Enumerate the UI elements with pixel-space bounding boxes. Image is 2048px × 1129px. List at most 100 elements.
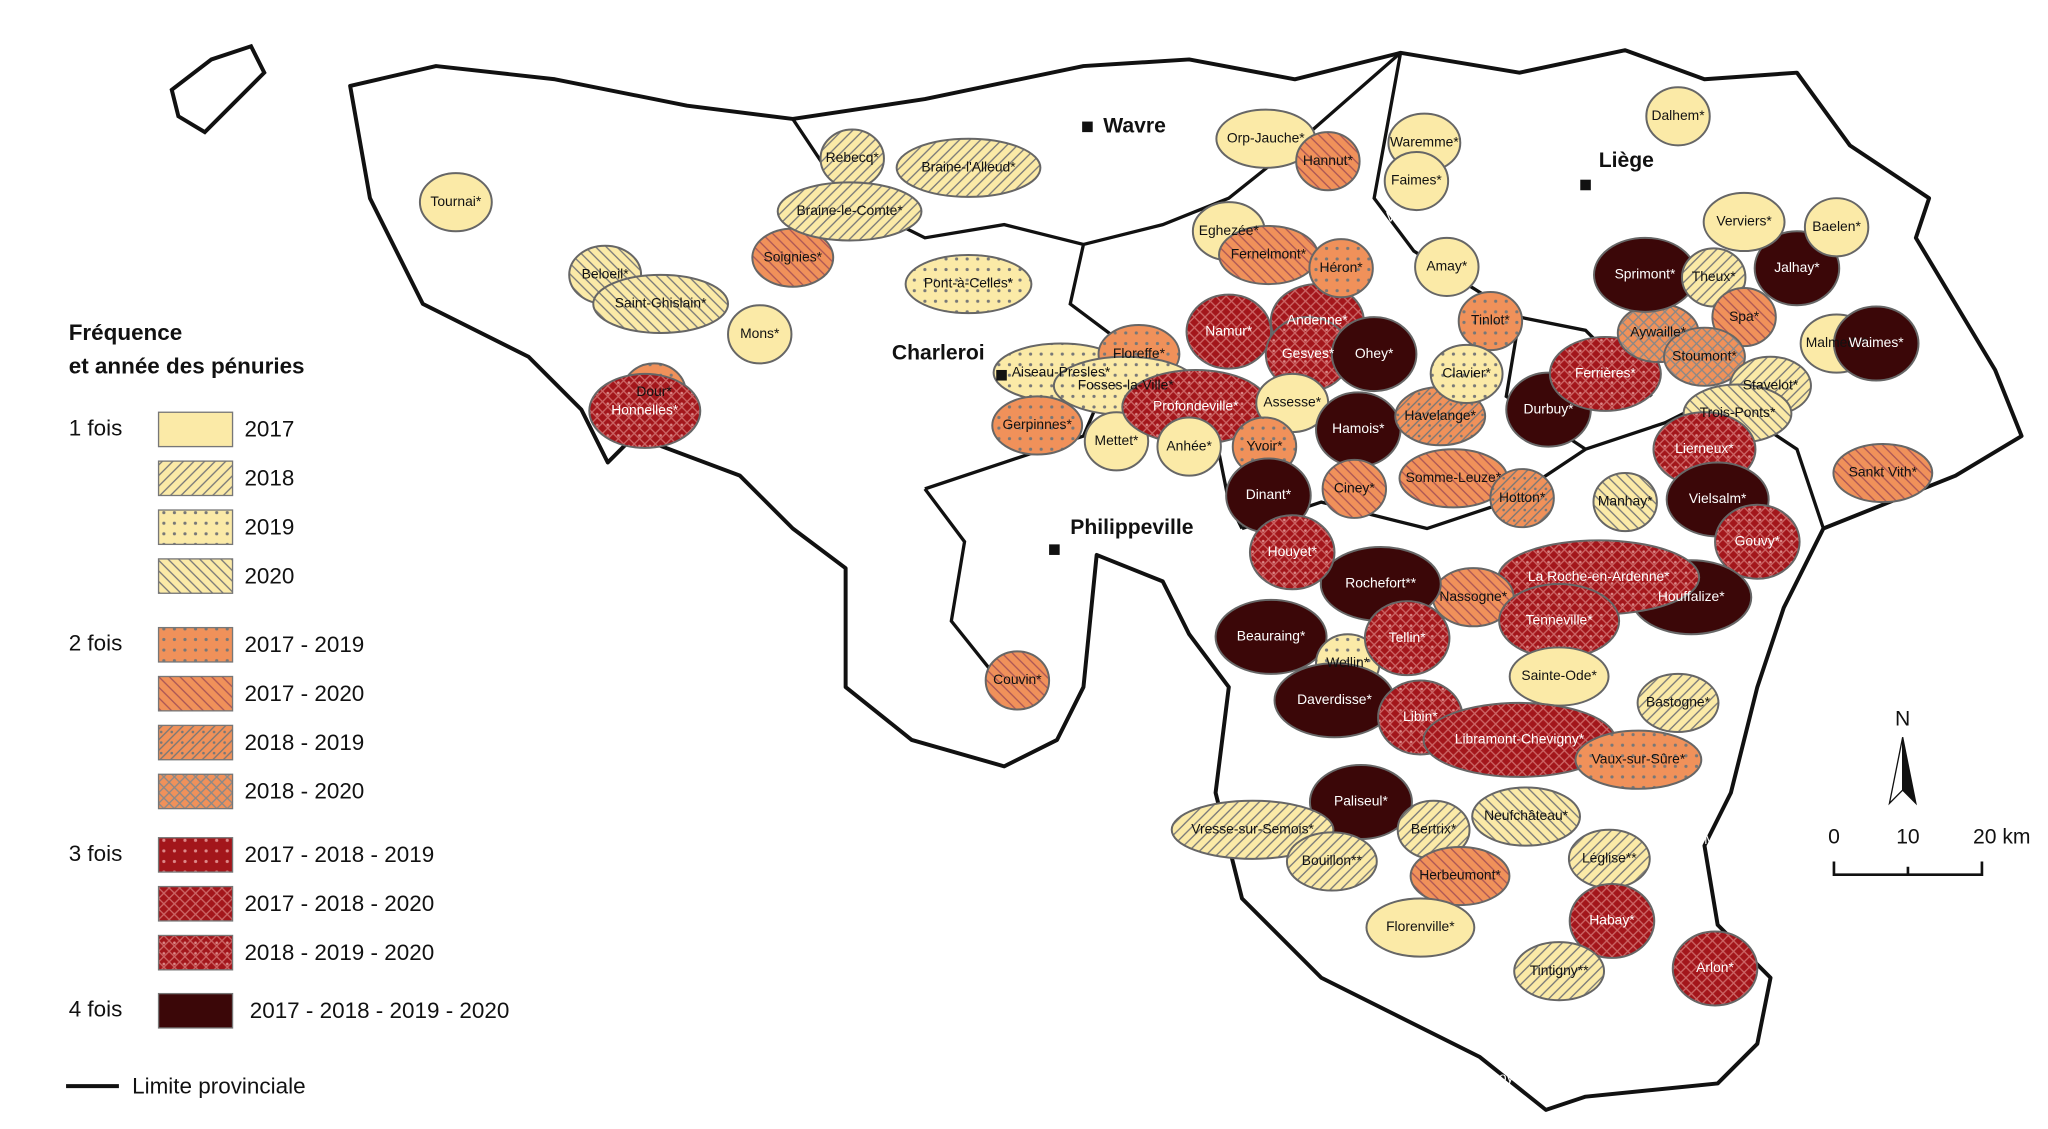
commune-label: Lierneux* <box>1675 440 1734 456</box>
commune-label: Gesves* <box>1282 345 1335 361</box>
commune-label: Floreffe* <box>1113 345 1166 361</box>
commune-label: Aiseau-Presles* <box>1012 363 1111 379</box>
legend-item: 2017 - 2020 <box>244 681 364 706</box>
commune-label: Gerpinnes* <box>1003 416 1073 432</box>
commune-label: Honnelles* <box>611 402 679 418</box>
commune-label: Malmedy* <box>1806 334 1868 350</box>
commune-area <box>1308 238 1374 299</box>
commune-label: Durbuy* <box>1524 400 1575 416</box>
legend-swatch <box>157 773 234 810</box>
commune-label: Arlon* <box>1696 959 1734 975</box>
legend-item: 2019 <box>244 514 294 539</box>
commune-label: Stoumont* <box>1672 347 1737 363</box>
commune-label: Pont-à-Celles* <box>924 275 1014 291</box>
commune-label: Orp-Jauche* <box>1227 129 1305 145</box>
commune-label: Saint-Ghislain* <box>615 295 707 311</box>
commune-area <box>1321 458 1388 519</box>
commune-area <box>1714 503 1801 580</box>
city-marker <box>1049 544 1060 555</box>
commune-label: Rochefort** <box>1345 575 1416 591</box>
commune-label: Trois-Ponts* <box>1700 404 1776 420</box>
commune-label: Waremme* <box>1390 133 1459 149</box>
commune-label: Bertrix* <box>1411 820 1457 836</box>
commune-label: Tellin* <box>1389 629 1427 645</box>
commune-label: Jalhay* <box>1774 259 1820 275</box>
commune-label: Aubange* <box>1753 1077 1814 1093</box>
city-marker <box>1082 121 1093 133</box>
commune-label: Beauraing* <box>1237 628 1306 644</box>
commune-label: Somme-Leuze* <box>1406 469 1502 485</box>
city-label: Philippeville <box>1070 516 1194 539</box>
commune-area <box>1832 305 1920 382</box>
legend-swatch <box>157 934 234 971</box>
commune-label: Vaux-sur-Sûre* <box>1592 750 1686 766</box>
legend-swatch <box>157 509 234 546</box>
commune-label: Aywaille* <box>1630 324 1687 340</box>
north-arrow <box>1901 737 1917 806</box>
scale-bar <box>1832 861 1984 877</box>
commune-label: Soignies* <box>763 248 822 264</box>
legend-group: 1 fois <box>69 415 123 440</box>
commune-area <box>984 650 1051 711</box>
commune-area <box>1636 672 1720 733</box>
commune-label: La Roche-en-Ardenne* <box>1528 568 1670 584</box>
commune-label: Andenne* <box>1287 312 1348 328</box>
commune-label: Sprimont* <box>1615 265 1676 281</box>
legend-item: 2017 - 2018 - 2019 <box>244 842 434 867</box>
commune-label: Libramont-Chevigny* <box>1455 731 1585 747</box>
city-label: Liège <box>1599 149 1654 172</box>
commune-label: Rebecq* <box>826 149 880 165</box>
commune-label: Herbeumont* <box>1419 867 1501 883</box>
commune-area <box>1429 343 1504 404</box>
commune-label: Paliseul* <box>1334 793 1389 809</box>
city-marker <box>1580 179 1591 191</box>
commune-label: Mons* <box>740 325 780 341</box>
commune-label: Assesse* <box>1263 394 1321 410</box>
commune-label: Libin* <box>1403 708 1438 724</box>
commune-label: Stavelot* <box>1743 376 1799 392</box>
city-marker <box>996 369 1007 381</box>
legend-title: et année des pénuries <box>69 353 305 378</box>
legend-boundary: Limite provinciale <box>132 1073 305 1098</box>
commune-area <box>1170 799 1335 860</box>
commune-label: Vielsalm* <box>1689 490 1747 506</box>
commune-label: Wellin* <box>1326 654 1369 670</box>
commune-area <box>1592 472 1658 533</box>
legend-swatch <box>157 626 234 663</box>
scale-label: 20 km <box>1973 825 2031 848</box>
commune-label: Héron* <box>1320 259 1364 275</box>
scale-label: 0 <box>1828 825 1840 848</box>
commune-area <box>1156 416 1222 477</box>
legend-swatch <box>157 724 234 761</box>
commune-label: Rouvroy** <box>1462 1069 1525 1085</box>
commune-area <box>776 181 923 242</box>
commune-area <box>991 395 1084 456</box>
commune-area <box>1671 930 1759 1007</box>
legend-item: 2018 <box>244 466 294 491</box>
commune-label: Florenville* <box>1386 918 1455 934</box>
commune-area <box>418 172 493 233</box>
commune-label: Daverdisse* <box>1297 691 1372 707</box>
legend-item: 2017 <box>244 417 294 442</box>
commune-label: Nassogne* <box>1439 588 1507 604</box>
commune-label: Anhée* <box>1166 437 1212 453</box>
commune-label: Tinlot* <box>1471 312 1510 328</box>
commune-label: Tournai* <box>430 193 481 209</box>
commune-area <box>1248 514 1336 591</box>
scale-label: 10 <box>1896 825 1920 848</box>
commune-area <box>1409 845 1511 907</box>
city-label: Wavre <box>1103 114 1166 137</box>
commune-area <box>1214 598 1328 675</box>
commune-label: Profondeville* <box>1153 398 1239 414</box>
commune-area <box>1365 897 1476 958</box>
commune-label: Dour* <box>636 383 672 399</box>
commune-area <box>1330 316 1418 393</box>
legend-swatch <box>157 885 234 922</box>
commune-label: Houffalize* <box>1658 588 1725 604</box>
commune-area <box>1803 197 1870 258</box>
commune-label: Tenneville* <box>1526 612 1594 628</box>
commune-label: Tintigny** <box>1530 962 1589 978</box>
commune-label: Theux* <box>1692 268 1737 284</box>
commune-area <box>1295 131 1361 192</box>
commune-area <box>1489 468 1555 529</box>
